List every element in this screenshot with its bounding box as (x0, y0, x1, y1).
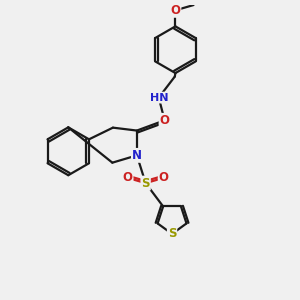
Text: HN: HN (149, 93, 168, 103)
Text: O: O (159, 171, 169, 184)
Text: S: S (141, 177, 150, 190)
Text: O: O (160, 114, 170, 127)
Text: O: O (122, 171, 133, 184)
Text: O: O (170, 4, 180, 17)
Text: N: N (132, 149, 142, 162)
Text: S: S (168, 227, 176, 240)
